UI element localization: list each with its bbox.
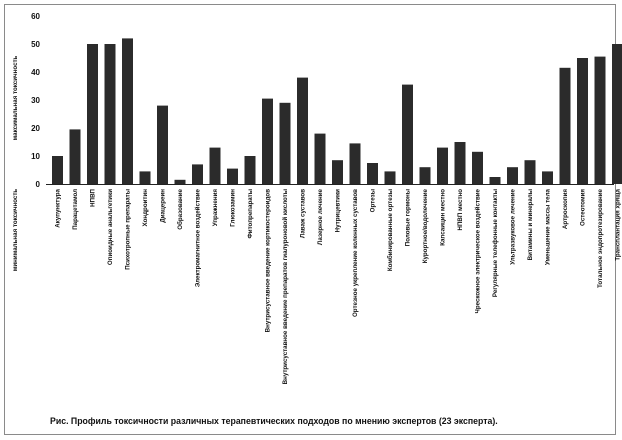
bar xyxy=(52,156,63,184)
bar xyxy=(209,147,221,184)
bar xyxy=(612,44,622,184)
bar xyxy=(402,84,413,184)
x-tick-label: Артроскопия xyxy=(562,189,569,229)
x-tick-label: Внутрисуставное введение кортикостероидо… xyxy=(265,189,272,333)
x-axis-tick-labels: Акупунктура Парацетамол НПВП Опиоидные анал… xyxy=(55,188,622,384)
bar xyxy=(157,105,168,184)
x-tick-label: Половые гормоны xyxy=(405,189,412,246)
x-tick-label: Опиоидные анальгетики xyxy=(107,189,114,265)
bar xyxy=(507,167,518,184)
x-tick-label: Акупунктура xyxy=(55,188,62,227)
bar xyxy=(437,147,448,184)
bar xyxy=(489,177,501,184)
bar xyxy=(192,164,203,184)
bar xyxy=(577,58,588,184)
bar xyxy=(262,98,273,184)
x-tick-label: Уменьшение массы тела xyxy=(545,188,552,265)
y-tick-label: 30 xyxy=(31,96,40,105)
x-tick-label: Ортезы xyxy=(370,189,377,212)
x-tick-label: НПВП xyxy=(90,188,97,206)
x-tick-label: Регулярные телефонные контакты xyxy=(492,189,499,297)
x-tick-label: Образование xyxy=(177,188,184,229)
bar xyxy=(524,160,536,184)
bar xyxy=(419,167,431,184)
bar xyxy=(367,163,378,184)
x-tick-label: Курортное/водолечение xyxy=(422,188,429,263)
bar xyxy=(594,56,606,184)
bar xyxy=(279,102,291,184)
bar xyxy=(87,44,98,184)
y-tick-label: 40 xyxy=(31,68,40,77)
x-tick-label: Трансплантация хряща xyxy=(615,188,622,260)
y-tick-label: 50 xyxy=(31,40,40,49)
bar xyxy=(542,171,553,184)
bars xyxy=(52,38,622,185)
bar xyxy=(227,168,238,184)
x-tick-label: Комбинированные ортезы xyxy=(387,189,394,271)
x-tick-label: Внутрисуставное введение препаратов гиал… xyxy=(282,189,289,384)
figure-caption: Рис. Профиль токсичности различных терап… xyxy=(50,416,498,427)
bar xyxy=(69,129,81,184)
y-axis-label-bottom: минимальная токсичность xyxy=(12,189,19,272)
bar xyxy=(104,44,116,184)
x-tick-label: Парацетамол xyxy=(72,189,79,230)
x-tick-label: Лазерное лечение xyxy=(317,188,324,245)
bar xyxy=(454,142,466,184)
x-tick-label: Фитопрепараты xyxy=(247,189,254,239)
x-tick-label: Нутрицевтики xyxy=(335,189,342,232)
y-axis-labels: максимальная токсичность минимальная ток… xyxy=(12,55,19,271)
y-tick-label: 20 xyxy=(31,124,40,133)
bar xyxy=(349,143,361,184)
x-tick-label: Лаваж суставов xyxy=(300,189,307,238)
x-tick-label: Хондроитин xyxy=(142,189,149,227)
x-tick-label: Психотропные препараты xyxy=(125,189,132,270)
x-tick-label: Электромагнитное воздействие xyxy=(195,188,202,287)
y-axis-ticks: 0 10 20 30 40 50 60 xyxy=(31,12,40,189)
x-tick-label: Глюкозамин xyxy=(230,189,237,227)
bar xyxy=(472,151,483,184)
bar xyxy=(332,160,343,184)
bar xyxy=(297,77,308,184)
x-tick-label: Упражнения xyxy=(212,189,219,227)
x-tick-label: Чрескожное электрическое воздействие xyxy=(475,188,482,313)
x-tick-label: Остеотомия xyxy=(580,189,587,226)
x-tick-label: Ультразвуковое лечение xyxy=(510,188,517,264)
y-axis-label-top: максимальная токсичность xyxy=(12,55,19,140)
y-tick-label: 10 xyxy=(31,152,40,161)
x-tick-label: НПВП местно xyxy=(457,189,464,231)
bar xyxy=(384,171,396,184)
x-tick-label: Тотальное эндопротезирование xyxy=(597,188,604,288)
bar xyxy=(122,38,133,185)
y-tick-label: 60 xyxy=(31,12,40,21)
x-tick-label: Витамины и минералы xyxy=(527,189,534,260)
x-tick-label: Ортезное укрепление коленных суставов xyxy=(352,189,359,317)
y-tick-label: 0 xyxy=(36,180,41,189)
bar xyxy=(559,67,571,184)
bar xyxy=(244,156,256,184)
bar xyxy=(314,133,326,184)
bar xyxy=(139,171,151,184)
bar xyxy=(174,179,186,184)
x-tick-label: Диацереин xyxy=(160,189,167,223)
x-tick-label: Капсаицин местно xyxy=(440,189,447,246)
